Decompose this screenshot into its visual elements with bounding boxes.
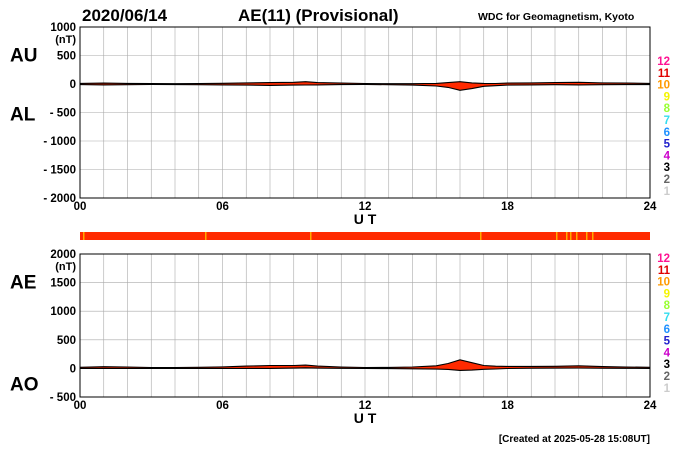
legend-station-count: 9 [664, 91, 670, 103]
x-tick-label: 12 [359, 400, 372, 412]
y-tick-label: 1000 [50, 22, 76, 34]
y-tick-label: 0 [70, 363, 76, 375]
legend-station-count: 6 [664, 324, 670, 336]
y-tick-label: 1500 [50, 278, 76, 290]
upper-series-label: AE [10, 273, 36, 294]
lower-series-label: AL [10, 105, 36, 126]
plot-frame [79, 253, 651, 398]
station-bar-marker [570, 232, 572, 240]
y-tick-label: 1000 [50, 306, 76, 318]
station-bar-marker [480, 232, 482, 240]
y-tick-label: 2000 [50, 249, 76, 261]
legend-station-count: 11 [658, 68, 671, 80]
station-bar-marker [205, 232, 207, 240]
legend-station-count: 4 [664, 347, 671, 359]
legend-station-count: 6 [664, 127, 670, 139]
y-tick-label: 0 [70, 79, 76, 91]
envelope-fill [80, 359, 650, 371]
plot-date: 2020/06/14 [82, 6, 168, 25]
x-tick-label: 24 [644, 201, 657, 213]
station-bar-marker [592, 232, 594, 240]
legend-station-count: 10 [657, 80, 670, 92]
legend-station-count: 12 [657, 56, 670, 68]
x-tick-label: 18 [501, 400, 514, 412]
y-tick-label: - 500 [50, 392, 76, 404]
legend-station-count: 3 [664, 162, 670, 174]
x-axis-label: U T [354, 410, 377, 426]
station-bar-marker [310, 232, 312, 240]
series-line-ao [80, 367, 651, 371]
legend-station-count: 4 [664, 150, 671, 162]
upper-series-label: AU [10, 46, 37, 67]
plot-frame [79, 26, 651, 199]
legend-station-count: 2 [664, 371, 670, 383]
station-bar-marker [83, 232, 85, 240]
legend-station-count: 3 [664, 359, 670, 371]
y-unit-label: (nT) [55, 34, 76, 46]
plot-title: AE(11) (Provisional) [238, 6, 399, 25]
x-tick-label: 00 [74, 400, 87, 412]
station-bar-marker [576, 232, 578, 240]
legend-station-count: 2 [664, 174, 670, 186]
x-tick-label: 12 [359, 201, 372, 213]
legend-station-count: 7 [664, 312, 670, 324]
x-tick-label: 24 [644, 400, 657, 412]
y-tick-label: - 1000 [43, 136, 76, 148]
data-source: WDC for Geomagnetism, Kyoto [478, 11, 634, 23]
station-bar-marker [586, 232, 588, 240]
x-axis-label: U T [354, 211, 377, 227]
y-tick-label: 500 [57, 51, 76, 63]
station-bar-marker [566, 232, 568, 240]
legend-station-count: 5 [664, 139, 671, 151]
x-tick-label: 06 [216, 400, 229, 412]
y-tick-label: - 2000 [43, 193, 76, 205]
station-count-bar-markers [83, 232, 594, 240]
y-unit-label: (nT) [55, 261, 76, 273]
legend-station-count: 1 [664, 383, 671, 395]
station-count-bar [80, 232, 650, 240]
legend-station-count: 7 [664, 115, 670, 127]
lower-series-label: AO [10, 375, 39, 396]
y-tick-label: 500 [57, 335, 76, 347]
x-tick-label: 18 [501, 201, 514, 213]
series-line-ae [79, 359, 651, 369]
y-tick-label: - 1500 [43, 165, 76, 177]
created-timestamp: [Created at 2025-05-28 15:08UT] [499, 434, 650, 445]
x-tick-label: 00 [74, 201, 87, 213]
legend-station-count: 8 [664, 103, 671, 115]
legend-station-count: 10 [657, 277, 670, 289]
legend-station-count: 12 [657, 253, 670, 265]
legend-station-count: 1 [664, 186, 671, 198]
x-tick-label: 06 [216, 201, 229, 213]
legend-station-count: 5 [664, 336, 671, 348]
legend-station-count: 9 [664, 288, 670, 300]
series-line-au [79, 81, 651, 85]
series-line-al [79, 83, 650, 91]
y-tick-label: - 500 [50, 108, 76, 120]
station-bar-marker [556, 232, 558, 240]
legend-station-count: 11 [658, 265, 671, 277]
legend-station-count: 8 [664, 300, 671, 312]
